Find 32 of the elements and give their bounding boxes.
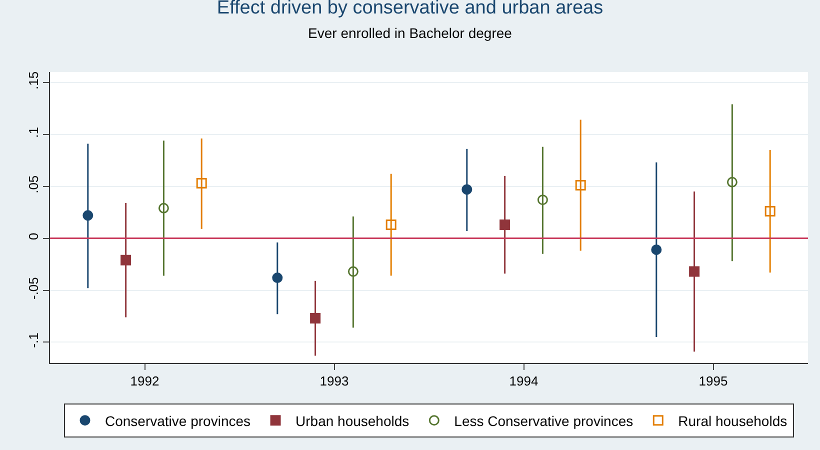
- point: [651, 244, 662, 255]
- legend-label: Conservative provinces: [105, 412, 251, 429]
- point: [272, 272, 283, 284]
- point: [82, 210, 94, 221]
- point: [689, 266, 700, 277]
- x-tick-label: 1993: [320, 374, 349, 389]
- y-tick-label: 0: [26, 232, 41, 240]
- y-tick-label: -.1: [26, 332, 41, 348]
- legend-label: Urban households: [296, 412, 410, 429]
- legend-label: Less Conservative provinces: [454, 412, 634, 429]
- point: [500, 220, 510, 230]
- y-tick-label: .1: [26, 126, 41, 138]
- point: [537, 194, 548, 206]
- legend-label: Rural households: [678, 412, 788, 429]
- point: [158, 202, 169, 214]
- x-tick-label: 1992: [130, 374, 160, 389]
- point: [764, 206, 776, 217]
- point: [120, 254, 132, 266]
- y-tick-label: .15: [26, 71, 41, 90]
- y-tick-label: -.05: [26, 277, 41, 300]
- x-tick-label: 1994: [509, 374, 538, 389]
- point: [310, 313, 321, 324]
- point: [348, 266, 358, 277]
- point: [386, 220, 396, 230]
- x-tick-label: 1995: [698, 374, 728, 389]
- point: [575, 180, 586, 191]
- point: [196, 178, 207, 188]
- point: [726, 176, 738, 188]
- chart-title: Effect driven by conservative and urban areas: [216, 0, 604, 18]
- chart-subtitle: Ever enrolled in Bachelor degree: [308, 25, 512, 42]
- point: [462, 184, 472, 195]
- y-tick-label: .05: [26, 175, 41, 194]
